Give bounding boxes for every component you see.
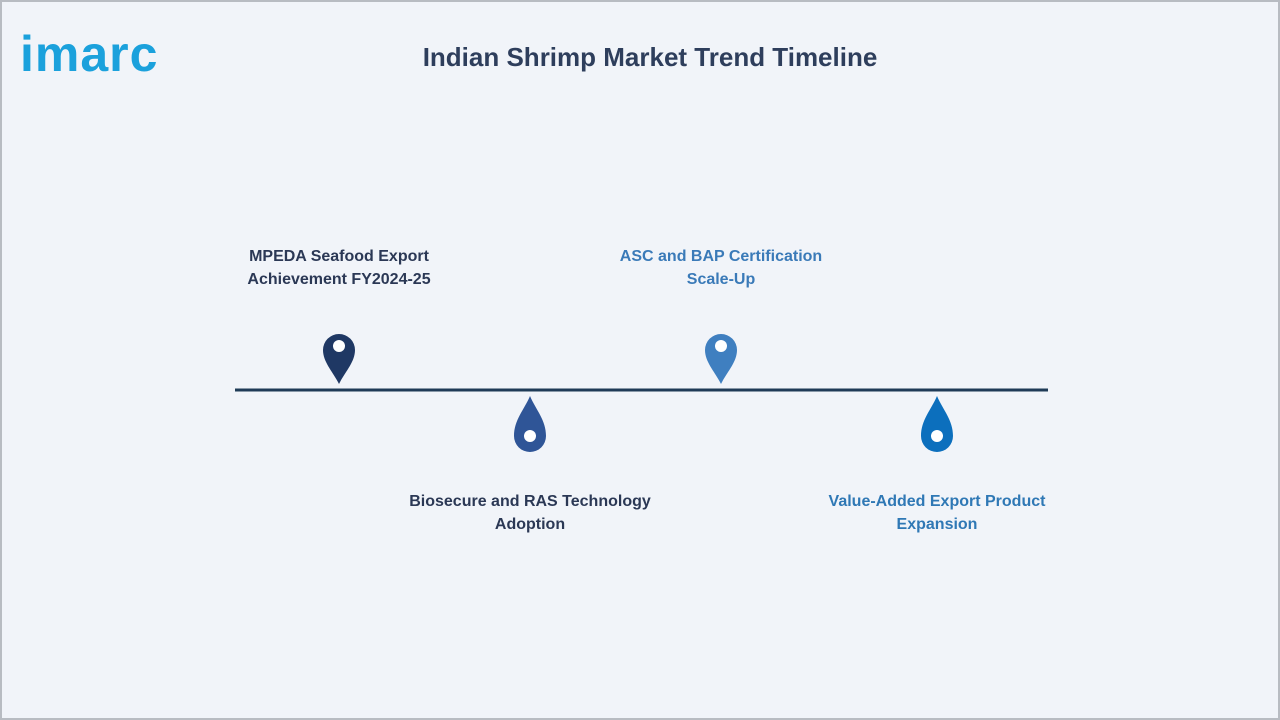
- pin-hole: [715, 340, 727, 352]
- title: Indian Shrimp Market Trend Timeline: [423, 42, 878, 72]
- event-label: Adoption: [495, 516, 565, 533]
- pin-marker: [705, 334, 737, 384]
- event-label: Expansion: [897, 516, 978, 533]
- event-label: Achievement FY2024-25: [247, 271, 430, 288]
- event-label: Scale-Up: [687, 271, 756, 288]
- event-label: Biosecure and RAS Technology: [409, 493, 651, 510]
- pin-hole: [333, 340, 345, 352]
- event-label: MPEDA Seafood Export: [249, 248, 430, 265]
- pin-marker: [323, 334, 355, 384]
- drop-hole: [524, 430, 536, 442]
- event-label: Value-Added Export Product: [829, 493, 1047, 510]
- drop-marker: [514, 396, 546, 452]
- logo: imarc: [20, 26, 158, 82]
- drop-marker: [921, 396, 953, 452]
- event-label: ASC and BAP Certification: [620, 248, 822, 265]
- drop-hole: [931, 430, 943, 442]
